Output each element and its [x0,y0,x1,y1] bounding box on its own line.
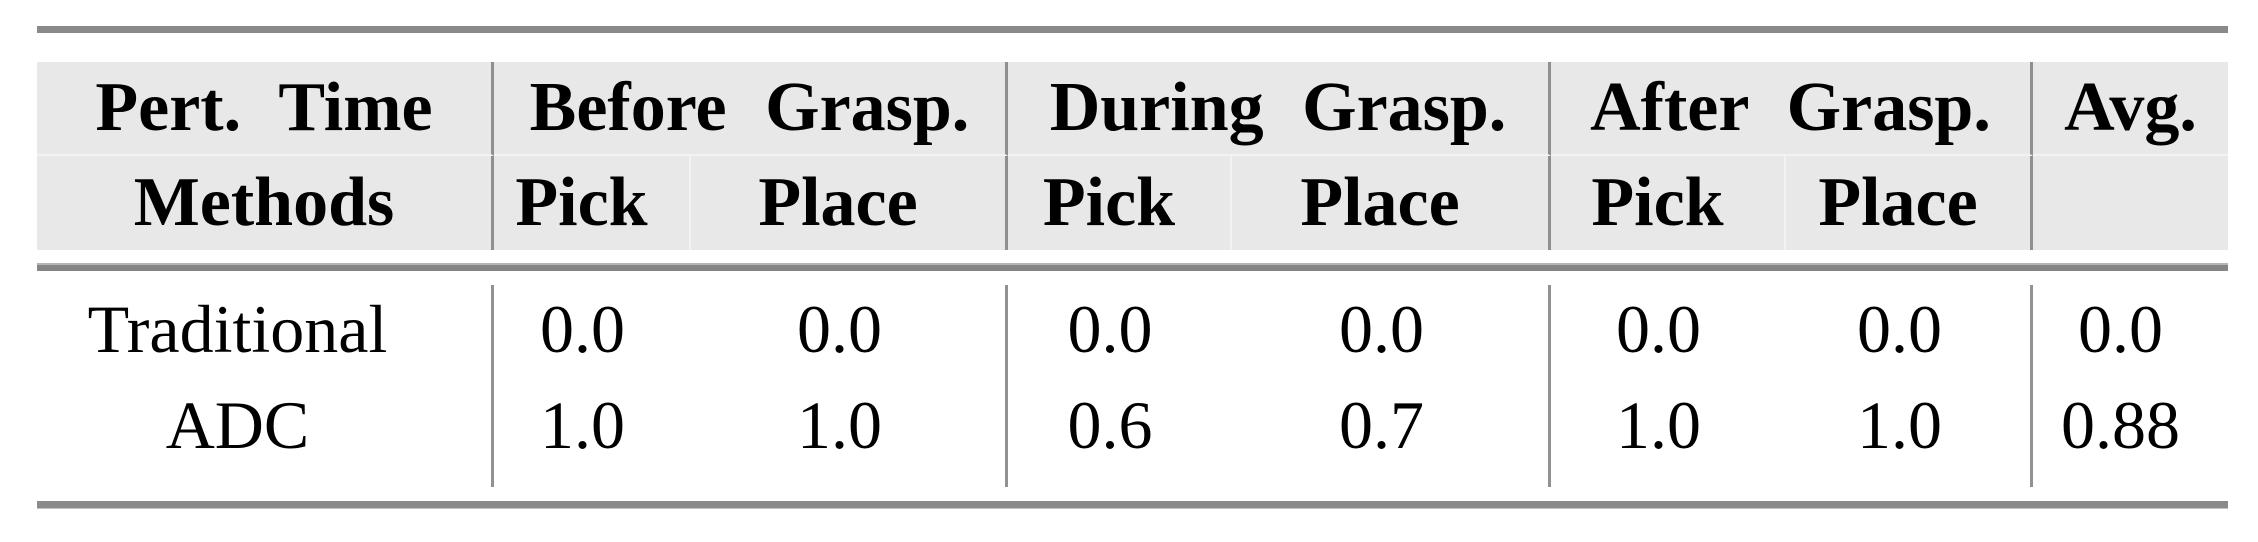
column-divider-methods [491,285,494,487]
header-cell-pert-time: Pert. Time [37,62,494,156]
header-cell-avg: Avg. [2033,62,2228,156]
header-cell-during-grasp: During Grasp. [1008,62,1551,156]
table-top-rule [37,26,2228,33]
value-cell-adc-avg: 0.88 [2061,386,2180,463]
table-body: Traditional 0.0 0.0 0.0 0.0 0.0 0.0 0.0 … [37,271,2228,501]
header-cell-before-grasp: Before Grasp. [494,62,1008,156]
header-row-1: Pert. Time Before Grasp. During Grasp. A… [37,62,2228,156]
header-body-gap [37,250,2228,263]
method-cell-adc: ADC [165,386,310,463]
value-cell-adc-before-pick: 1.0 [540,386,625,463]
table-mid-rule [37,263,2228,271]
header-cell-before-place: Place [691,156,1008,250]
value-cell-traditional-avg: 0.0 [2078,290,2163,367]
value-cell-adc-before-place: 1.0 [797,386,882,463]
method-cell-traditional: Traditional [87,290,388,367]
header-cell-methods: Methods [37,156,494,250]
value-cell-traditional-during-place: 0.0 [1339,290,1424,367]
value-cell-adc-during-pick: 0.6 [1067,386,1153,463]
value-cell-traditional-after-place: 0.0 [1857,290,1942,367]
value-cell-adc-after-pick: 1.0 [1616,386,1701,463]
header-cell-after-grasp: After Grasp. [1551,62,2033,156]
header-cell-during-place: Place [1232,156,1551,250]
value-cell-traditional-after-pick: 0.0 [1616,290,1701,367]
column-divider-before [1005,285,1008,487]
header-cell-during-pick: Pick [1008,156,1232,250]
column-divider-after [2030,285,2033,487]
header-row-2: Methods Pick Place Pick Place Pick Place [37,156,2228,250]
results-table: Pert. Time Before Grasp. During Grasp. A… [37,26,2228,509]
table-row-adc: ADC 1.0 1.0 0.6 0.7 1.0 1.0 0.88 [37,377,2228,473]
header-cell-after-place: Place [1786,156,2033,250]
value-cell-traditional-during-pick: 0.0 [1067,290,1153,367]
value-cell-adc-during-place: 0.7 [1339,386,1424,463]
column-divider-during [1548,285,1551,487]
header-cell-before-pick: Pick [494,156,691,250]
header-cell-after-pick: Pick [1551,156,1786,250]
value-cell-traditional-before-pick: 0.0 [540,290,625,367]
header-cell-avg-empty [2033,156,2228,250]
table-row-traditional: Traditional 0.0 0.0 0.0 0.0 0.0 0.0 0.0 [37,271,2228,377]
table-header: Pert. Time Before Grasp. During Grasp. A… [37,62,2228,250]
value-cell-adc-after-place: 1.0 [1857,386,1942,463]
table-bottom-rule [37,501,2228,509]
value-cell-traditional-before-place: 0.0 [797,290,882,367]
